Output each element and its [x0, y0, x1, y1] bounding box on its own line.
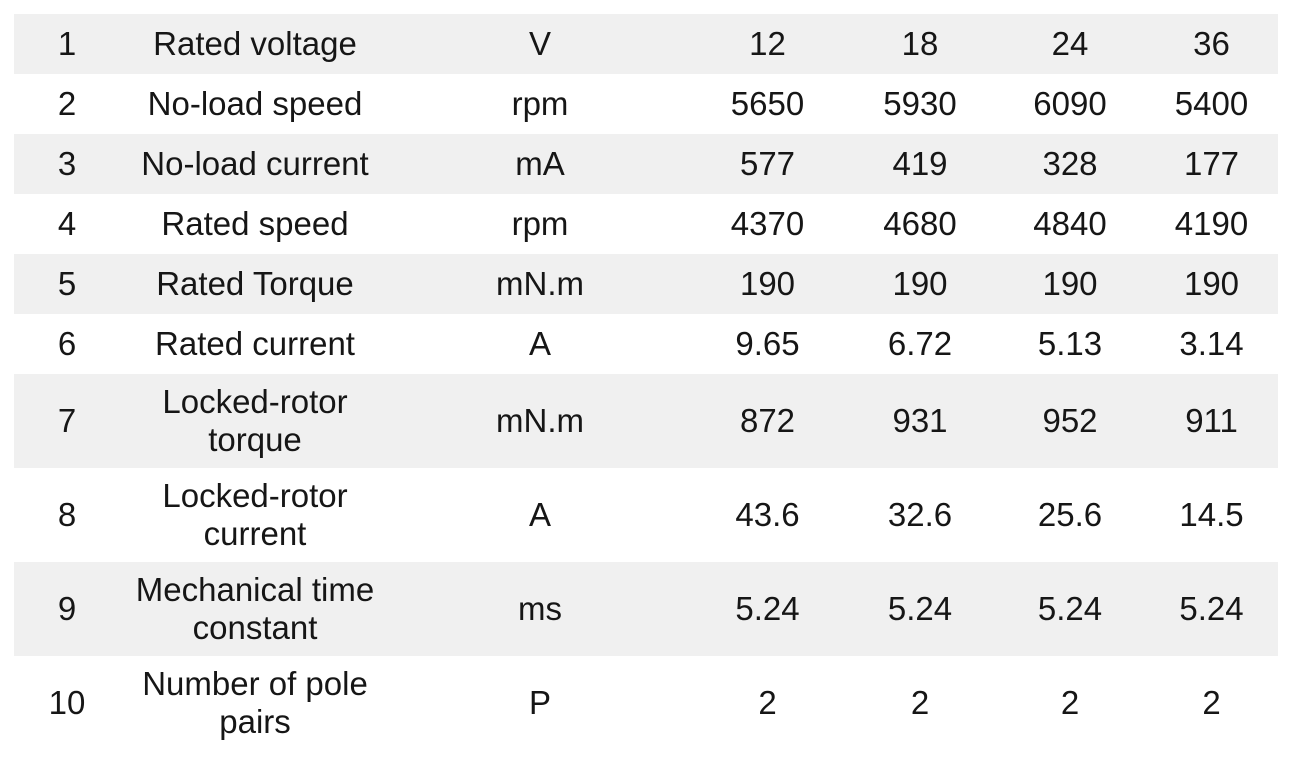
value-cell: 5.24 — [887, 590, 953, 627]
table-row: 10 Number of pole pairs P 2 2 2 2 — [14, 656, 1278, 750]
value-cell: 911 — [1185, 402, 1238, 439]
value-cell: 2 — [1060, 684, 1080, 721]
row-index: 10 — [48, 684, 86, 721]
table-row: 5 Rated Torque mN.m 190 190 190 190 — [14, 254, 1278, 314]
value-cell: 577 — [739, 145, 796, 182]
parameter-name: Rated current — [155, 325, 355, 362]
value-cell: 5400 — [1174, 85, 1249, 122]
unit-label: mN.m — [496, 265, 584, 302]
value-cell: 5.24 — [1179, 590, 1244, 627]
table-row: 3 No-load current mA 577 419 328 177 — [14, 134, 1278, 194]
value-cell: 18 — [901, 25, 939, 62]
value-cell: 5.24 — [735, 590, 800, 627]
parameter-name: Rated Torque — [156, 265, 354, 302]
unit-label: mA — [515, 145, 565, 182]
unit-label: A — [528, 325, 551, 362]
value-cell: 32.6 — [887, 496, 953, 533]
row-index: 3 — [57, 145, 77, 182]
value-cell: 190 — [739, 265, 796, 302]
row-index: 4 — [57, 205, 77, 242]
unit-label: ms — [518, 590, 562, 627]
unit-label: mN.m — [496, 402, 584, 439]
value-cell: 43.6 — [735, 496, 800, 533]
row-index: 1 — [57, 25, 77, 62]
row-index: 5 — [57, 265, 77, 302]
parameter-name: Rated speed — [161, 205, 349, 242]
value-cell: 24 — [1051, 25, 1089, 62]
value-cell: 190 — [892, 265, 948, 302]
parameter-name: Locked-rotor current — [162, 477, 348, 552]
value-cell: 25.6 — [1037, 496, 1103, 533]
value-cell: 3.14 — [1179, 325, 1244, 362]
unit-label: V — [528, 25, 551, 62]
value-cell: 2 — [1202, 684, 1221, 721]
parameter-name: Rated voltage — [153, 25, 357, 62]
value-cell: 4190 — [1174, 205, 1249, 242]
table-row: 2 No-load speed rpm 5650 5930 6090 5400 — [14, 74, 1278, 134]
table-row: 9 Mechanical time constant ms 5.24 5.24 … — [14, 562, 1278, 656]
value-cell: 419 — [892, 145, 948, 182]
row-index: 7 — [57, 402, 77, 439]
value-cell: 12 — [749, 25, 786, 62]
table-row: 7 Locked-rotor torque mN.m 872 931 952 9… — [14, 374, 1278, 468]
unit-label: rpm — [511, 205, 569, 242]
unit-label: P — [528, 684, 551, 721]
value-cell: 952 — [1042, 402, 1098, 439]
value-cell: 177 — [1183, 145, 1240, 182]
value-cell: 6090 — [1033, 85, 1107, 122]
unit-label: rpm — [511, 85, 569, 122]
value-cell: 6.72 — [887, 325, 953, 362]
parameter-name: No-load speed — [147, 85, 363, 122]
value-cell: 4840 — [1033, 205, 1107, 242]
value-cell: 5650 — [730, 85, 805, 122]
value-cell: 328 — [1042, 145, 1098, 182]
value-cell: 14.5 — [1179, 496, 1244, 533]
row-index: 9 — [57, 590, 77, 627]
value-cell: 4370 — [730, 205, 805, 242]
value-cell: 5930 — [883, 85, 957, 122]
parameter-name: Mechanical time constant — [135, 571, 375, 646]
unit-label: A — [528, 496, 551, 533]
value-cell: 9.65 — [735, 325, 800, 362]
table-row: 6 Rated current A 9.65 6.72 5.13 3.14 — [14, 314, 1278, 374]
value-cell: 36 — [1193, 25, 1230, 62]
table-row: 1 Rated voltage V 12 18 24 36 — [14, 14, 1278, 74]
value-cell: 4680 — [883, 205, 957, 242]
value-cell: 5.13 — [1037, 325, 1103, 362]
value-cell: 2 — [758, 684, 777, 721]
value-cell: 872 — [739, 402, 796, 439]
row-index: 8 — [57, 496, 77, 533]
row-index: 6 — [57, 325, 77, 362]
parameter-name: Number of pole pairs — [142, 665, 368, 740]
value-cell: 5.24 — [1037, 590, 1103, 627]
value-cell: 190 — [1042, 265, 1098, 302]
value-cell: 931 — [892, 402, 948, 439]
parameter-name: No-load current — [141, 145, 369, 182]
motor-spec-table: 1 Rated voltage V 12 18 24 36 2 No-load … — [14, 14, 1278, 750]
parameter-name: Locked-rotor torque — [162, 383, 348, 458]
table-row: 4 Rated speed rpm 4370 4680 4840 4190 — [14, 194, 1278, 254]
value-cell: 190 — [1183, 265, 1240, 302]
table-body: 1 Rated voltage V 12 18 24 36 2 No-load … — [14, 14, 1278, 750]
row-index: 2 — [57, 85, 77, 122]
value-cell: 2 — [910, 684, 930, 721]
table-row: 8 Locked-rotor current A 43.6 32.6 25.6 … — [14, 468, 1278, 562]
